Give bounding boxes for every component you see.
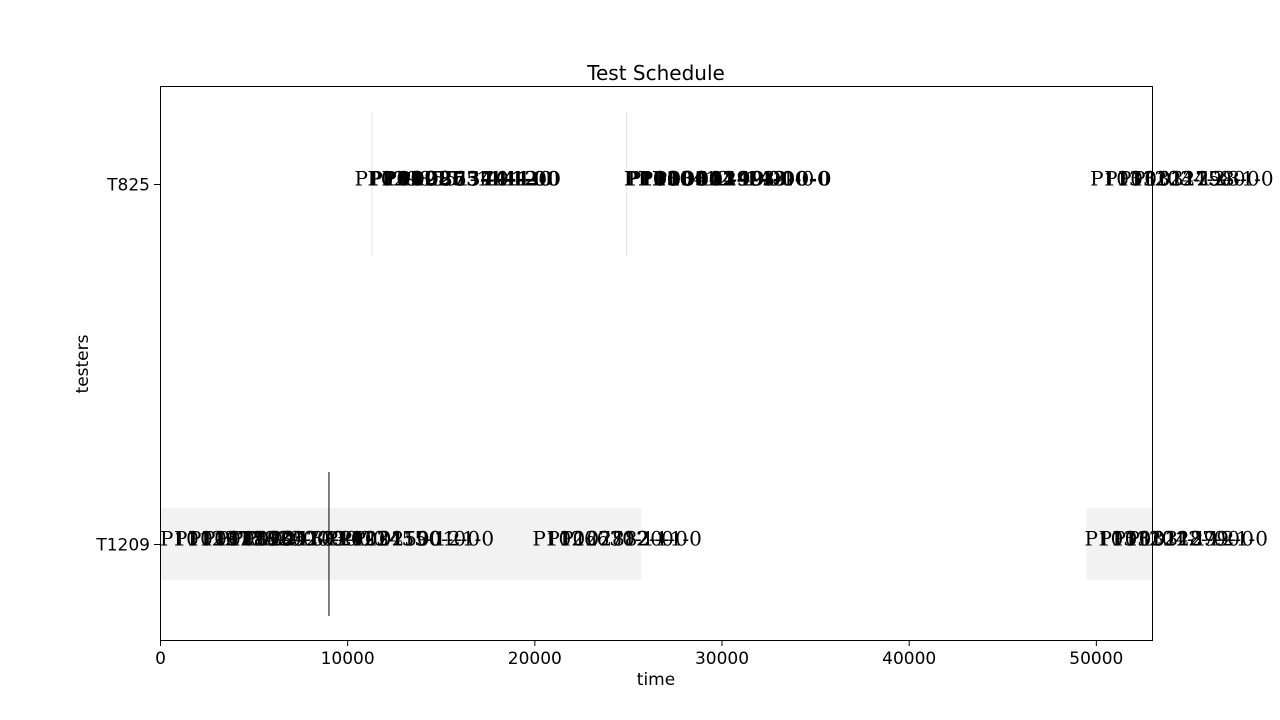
task-label: P1025001-1-0 (353, 527, 495, 551)
task-label: P1023455-1-0 (325, 527, 467, 551)
chart-title: Test Schedule (586, 61, 725, 85)
task-label: P1031203-1-0 (1090, 167, 1232, 191)
task-label: P1020477-2-0 (230, 527, 372, 551)
task-label: P1012277-1-0 (160, 527, 302, 551)
task-label: P1031299-1-0 (1126, 527, 1268, 551)
task-label: P1028820-1-0 (560, 527, 702, 551)
x-axis-label: time (637, 670, 675, 690)
task-label: P1030412-1-0 (624, 167, 781, 191)
task-label: P1025374-1-0 (396, 167, 553, 191)
y-tick-label: T1209 (95, 536, 150, 556)
y-tick-label: T825 (106, 176, 150, 196)
task-label: P1024190-2-0 (339, 527, 481, 551)
task-label: P1031287-2-0 (1112, 527, 1254, 551)
axis-ticks: 0 10000 20000 30000 40000 50000 T825 T1209 (95, 176, 1123, 670)
task-label: P1030449-3-0-0 (652, 167, 831, 191)
task-label: P1016738-2-0 (174, 527, 316, 551)
task-label: P1031244-2-0 (1104, 167, 1246, 191)
task-label: P1030419-4-0 (638, 167, 795, 191)
x-tick-label: 20000 (508, 649, 562, 669)
task-label: P1017742-1-0 (188, 527, 330, 551)
x-tick-label: 10000 (321, 649, 375, 669)
task-label: P1029875-1-1-0 (368, 167, 547, 191)
gantt-bar (1086, 508, 1152, 580)
x-tick-label: 40000 (882, 649, 936, 669)
task-label: P1031275-3-0 (1118, 167, 1260, 191)
x-tick-label: 0 (155, 649, 166, 669)
x-tick-label: 50000 (1069, 649, 1123, 669)
y-axis-label: testers (73, 334, 93, 393)
plot-layer (160, 112, 1152, 616)
task-label: P1031201-1-0 (1084, 527, 1226, 551)
task-label-layer: P10298551-1-0P1029875-1-1-0P1028654-4-2-… (160, 167, 1274, 551)
task-label: P1030412-493-1-0 (628, 167, 814, 191)
gantt-bar (160, 508, 642, 580)
plot-frame (160, 86, 1153, 641)
task-label: P1028654-4-2-0 (382, 167, 561, 191)
task-label: P1031242-1-0 (1098, 527, 1240, 551)
task-label: P1021103-1-0 (244, 527, 386, 551)
task-label: P1027712-1-0 (546, 527, 688, 551)
x-tick-label: 30000 (695, 649, 749, 669)
task-label: P1019052-1-0 (216, 527, 358, 551)
task-label: P1031298-1-0 (1132, 167, 1274, 191)
task-label: P10298551-1-0 (355, 167, 509, 191)
task-label: P1026630-1-0 (532, 527, 674, 551)
task-label: P1018830-3-0 (202, 527, 344, 551)
